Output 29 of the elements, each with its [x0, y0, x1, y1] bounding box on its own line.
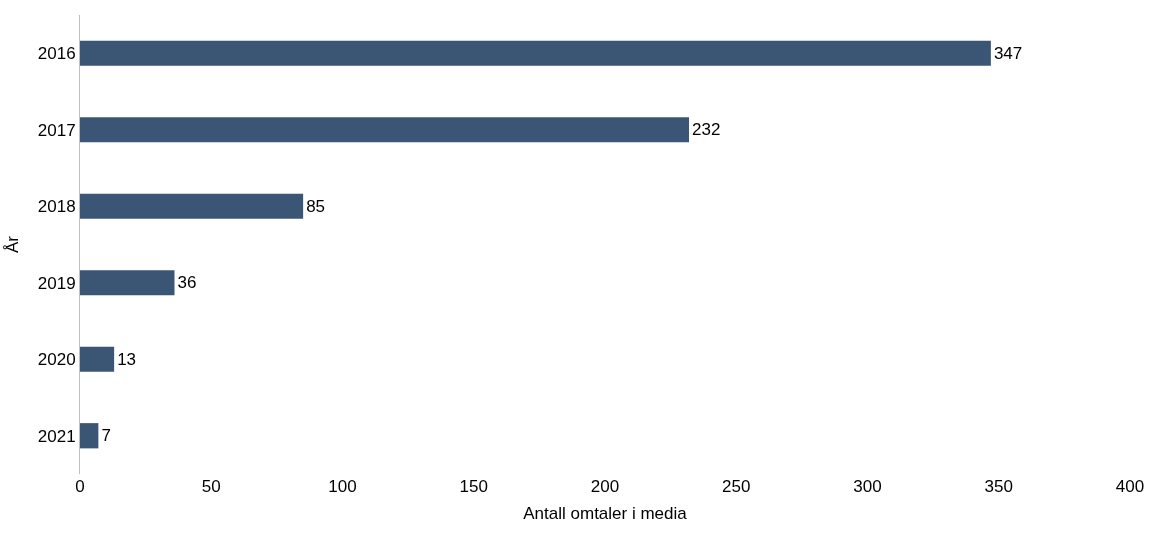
data-label: 36	[177, 273, 197, 293]
x-tick-label: 50	[201, 477, 221, 496]
y-tick-label: 2021	[37, 426, 76, 446]
data-label: 347	[993, 43, 1023, 63]
bar	[80, 346, 115, 372]
data-label: 232	[692, 120, 721, 140]
x-tick-label: 150	[459, 477, 488, 496]
bar	[80, 270, 175, 296]
y-axis-title: År	[3, 235, 23, 253]
y-tick-label: 2016	[37, 44, 76, 64]
bar	[80, 423, 99, 449]
x-tick-label: 0	[75, 477, 85, 496]
y-tick-label: 2019	[37, 273, 76, 293]
x-axis-title: Antall omtaler i media	[523, 504, 688, 524]
x-tick-label: 100	[328, 477, 357, 496]
data-label: 85	[306, 196, 326, 216]
x-tick-label: 200	[590, 477, 620, 496]
bar	[80, 40, 991, 66]
x-tick-label: 300	[853, 477, 882, 496]
y-tick-label: 2020	[37, 350, 76, 370]
data-label: 7	[101, 426, 111, 446]
y-tick-label: 2017	[37, 120, 76, 140]
y-tick-label: 2018	[37, 197, 76, 217]
data-label: 13	[117, 349, 137, 369]
x-tick-label: 250	[722, 477, 751, 496]
bar	[80, 193, 304, 219]
bar	[80, 117, 689, 143]
x-tick-label: 350	[984, 477, 1013, 496]
x-tick-label: 400	[1115, 477, 1145, 496]
